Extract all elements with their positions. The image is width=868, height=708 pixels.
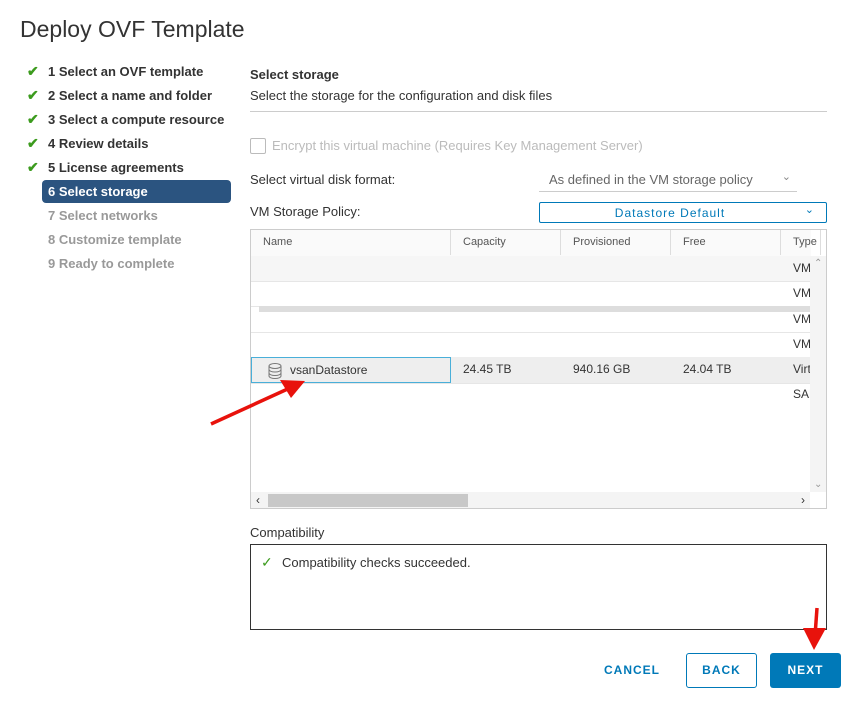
policy-label: VM Storage Policy: [250, 204, 361, 219]
type-cell: VM [793, 312, 811, 326]
section-subheading: Select the storage for the configuration… [250, 88, 553, 103]
check-icon: ✓ [261, 554, 273, 570]
type-cell: VM [793, 261, 811, 275]
scrollbar-thumb[interactable] [268, 494, 468, 507]
wizard-step-7: 7 Select networks [14, 204, 230, 227]
provisioned-cell: 940.16 GB [573, 362, 631, 376]
table-row-selected[interactable]: vsanDatastore 24.45 TB 940.16 GB 24.04 T… [251, 357, 811, 401]
column-header-capacity[interactable]: Capacity [451, 230, 561, 255]
wizard-step-8: 8 Customize template [14, 228, 230, 251]
type-cell: Virtual SAN [793, 362, 811, 401]
column-header-free[interactable]: Free [671, 230, 781, 255]
datastore-table: Name Capacity Provisioned Free Type VM V… [250, 229, 827, 509]
step-label: 4 Review details [48, 136, 149, 151]
policy-value: Datastore Default [614, 206, 726, 220]
next-button[interactable]: NEXT [770, 653, 841, 688]
wizard-step-5[interactable]: ✔ 5 License agreements [14, 156, 230, 179]
section-heading: Select storage [250, 67, 339, 82]
table-row[interactable]: VM [251, 307, 811, 333]
check-icon: ✔ [27, 111, 39, 127]
arrow-head [803, 628, 826, 650]
divider [250, 111, 827, 112]
wizard-step-4[interactable]: ✔ 4 Review details [14, 132, 230, 155]
disk-format-value: As defined in the VM storage policy [549, 172, 753, 187]
encrypt-checkbox[interactable] [250, 138, 266, 154]
disk-format-select[interactable]: As defined in the VM storage policy ⌄ [539, 167, 797, 192]
step-label: 8 Customize template [48, 232, 182, 247]
column-header-type[interactable]: Type [781, 230, 821, 255]
step-label: 3 Select a compute resource [48, 112, 225, 127]
dialog-title: Deploy OVF Template [20, 16, 245, 42]
compat-box: ✓ Compatibility checks succeeded. [250, 544, 827, 630]
step-label: 7 Select networks [48, 208, 158, 223]
column-header-name[interactable]: Name [251, 230, 451, 255]
datastore-name: vsanDatastore [290, 363, 368, 377]
step-label: 2 Select a name and folder [48, 88, 213, 103]
wizard-step-1[interactable]: ✔ 1 Select an OVF template [14, 60, 230, 83]
table-row[interactable]: VM [251, 256, 811, 282]
vertical-scrollbar[interactable]: ⌃ ⌄ [810, 256, 826, 492]
check-icon: ✔ [27, 135, 39, 151]
column-header-provisioned[interactable]: Provisioned [561, 230, 671, 255]
capacity-cell: 24.45 TB [463, 362, 512, 376]
policy-select[interactable]: Datastore Default ⌄ [539, 202, 827, 223]
free-cell: 24.04 TB [683, 362, 732, 376]
cancel-button[interactable]: CANCEL [604, 663, 660, 677]
database-icon [268, 363, 282, 379]
compat-message: Compatibility checks succeeded. [282, 555, 471, 570]
check-icon: ✔ [27, 159, 39, 175]
scroll-up-icon[interactable]: ⌃ [814, 258, 823, 269]
wizard-step-6[interactable]: 6 Select storage [42, 180, 231, 203]
horizontal-scrollbar[interactable]: ‹ › [251, 492, 810, 508]
wizard-step-9: 9 Ready to complete [14, 252, 230, 275]
chevron-down-icon: ⌄ [804, 204, 814, 216]
step-label: 6 Select storage [48, 184, 148, 199]
name-cell: vsanDatastore [251, 357, 451, 383]
check-icon: ✔ [27, 87, 39, 103]
type-cell: VM [793, 337, 811, 351]
scroll-right-icon[interactable]: › [801, 493, 805, 507]
table-header: Name Capacity Provisioned Free Type [251, 230, 821, 257]
wizard-step-2[interactable]: ✔ 2 Select a name and folder [14, 84, 230, 107]
scroll-left-icon[interactable]: ‹ [256, 493, 260, 507]
compat-label: Compatibility [250, 525, 325, 540]
scroll-down-icon[interactable]: ⌄ [814, 479, 823, 490]
table-row[interactable]: VM [251, 332, 811, 358]
check-icon: ✔ [27, 63, 39, 79]
chevron-down-icon: ⌄ [781, 171, 791, 183]
step-label: 5 License agreements [48, 160, 184, 175]
step-label: 9 Ready to complete [48, 256, 175, 271]
table-row[interactable]: VM [251, 281, 811, 307]
disk-format-label: Select virtual disk format: [250, 172, 396, 187]
back-button[interactable]: BACK [686, 653, 757, 688]
type-cell: VM [793, 286, 811, 300]
wizard-step-3[interactable]: ✔ 3 Select a compute resource [14, 108, 230, 131]
step-label: 1 Select an OVF template [48, 64, 204, 79]
encrypt-label: Encrypt this virtual machine (Requires K… [272, 138, 643, 153]
redaction-bar [259, 306, 811, 312]
